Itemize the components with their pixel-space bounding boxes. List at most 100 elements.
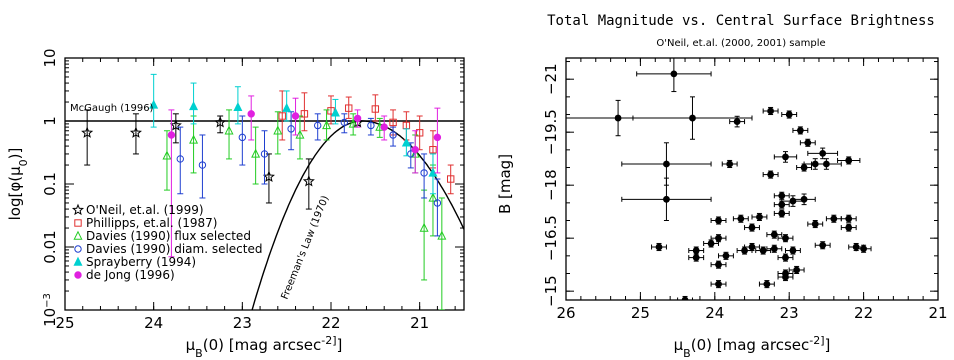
data-point-group (751, 212, 768, 222)
legend-marker (73, 230, 83, 240)
series-4 (149, 73, 438, 195)
data-point (348, 118, 358, 128)
data-point (167, 131, 176, 139)
data-point (778, 210, 786, 217)
right-chart-title: Total Magnitude vs. Central Surface Brig… (547, 13, 935, 29)
left-x-tick-label: 24 (144, 314, 163, 332)
data-point (804, 139, 812, 147)
data-point (238, 133, 247, 142)
legend-marker (71, 203, 85, 216)
data-point-group (840, 214, 857, 223)
mcgaugh-annotation: McGaugh (1996) (70, 103, 154, 114)
legend-marker (74, 245, 82, 253)
data-point-group (855, 244, 872, 253)
data-point-group (710, 280, 727, 289)
data-point (447, 175, 455, 183)
data-point (689, 114, 696, 122)
data-point-group (792, 126, 809, 135)
data-point (767, 107, 774, 115)
data-point (782, 153, 789, 161)
data-point (429, 146, 437, 154)
data-point-group (636, 58, 712, 93)
data-point (692, 247, 700, 254)
data-point-group (762, 106, 779, 116)
data-point-group (777, 253, 794, 262)
right-chart-subtitle: O'Neil, et.al. (2000, 2001) sample (656, 38, 825, 49)
right-x-tick-label: 21 (928, 304, 947, 322)
data-point-group (755, 246, 772, 255)
data-point (189, 101, 199, 111)
data-point-group (788, 265, 805, 275)
data-point-group (807, 220, 824, 229)
data-point (819, 149, 827, 157)
data-point-group (703, 239, 720, 248)
data-point (214, 116, 227, 128)
right-plot-frame (565, 57, 939, 301)
left-x-tick-label: 25 (55, 314, 74, 332)
data-point (763, 280, 771, 288)
freeman-law-curve (251, 120, 464, 310)
data-point-group (710, 234, 727, 243)
data-point (796, 127, 804, 134)
data-point (389, 131, 397, 139)
data-point (800, 164, 808, 171)
data-point (767, 171, 774, 178)
freeman-law-annotation: Freeman's Law (1970) (280, 194, 332, 301)
data-point-group (688, 253, 705, 262)
data-point (262, 170, 275, 182)
data-point-group (762, 170, 779, 179)
data-point (295, 129, 305, 139)
data-point (756, 213, 763, 221)
legend-label: Davies (1990) diam. selected (86, 242, 262, 256)
data-point (224, 125, 234, 135)
data-point (345, 104, 353, 112)
data-point (830, 215, 838, 223)
data-point (322, 120, 332, 130)
legend-label: O'Neil, et.al. (1999) (86, 203, 204, 217)
data-point (176, 155, 184, 163)
data-point (722, 252, 730, 260)
data-point (782, 234, 789, 242)
right-x-tick-label: 22 (854, 304, 873, 322)
data-point (278, 112, 286, 120)
data-point-group (781, 110, 798, 119)
data-point (198, 161, 207, 169)
left-y-tick-label: 0.1 (41, 172, 59, 196)
data-point (793, 266, 801, 274)
data-point (819, 241, 827, 249)
data-point (663, 195, 670, 203)
right-chart: Total Magnitude vs. Central Surface Brig… (496, 13, 948, 360)
data-point-group (688, 246, 705, 255)
data-point (81, 126, 94, 138)
legend-marker (74, 271, 82, 279)
data-point (149, 99, 159, 109)
data-point-group (777, 273, 794, 282)
left-x-tick-label: 22 (321, 314, 340, 332)
data-point-group (710, 216, 727, 225)
data-point-group (837, 156, 861, 165)
data-point-group (799, 138, 816, 147)
data-point (287, 125, 295, 133)
data-point (260, 150, 269, 158)
left-y-tick-label: 1 (41, 116, 59, 126)
data-point-group (825, 214, 842, 223)
data-point-group (766, 244, 783, 253)
data-point-group (732, 214, 749, 223)
right-x-tick-label: 23 (780, 304, 799, 322)
series-1 (278, 90, 455, 195)
data-point-group (796, 163, 813, 172)
right-x-tick-label: 25 (631, 304, 650, 322)
data-point-group (621, 177, 712, 222)
data-point (811, 220, 819, 228)
data-point-group (807, 147, 839, 160)
data-point-group (710, 260, 727, 269)
data-point-group (721, 159, 738, 169)
data-point (614, 114, 622, 122)
data-point (300, 110, 309, 118)
right-y-axis-label: B [mag] (496, 154, 514, 214)
data-point (748, 224, 756, 231)
legend-label: Davies (1990) flux selected (86, 229, 251, 243)
left-y-axis-label: log[φ(μ0)] (6, 148, 30, 221)
data-point (162, 150, 172, 160)
